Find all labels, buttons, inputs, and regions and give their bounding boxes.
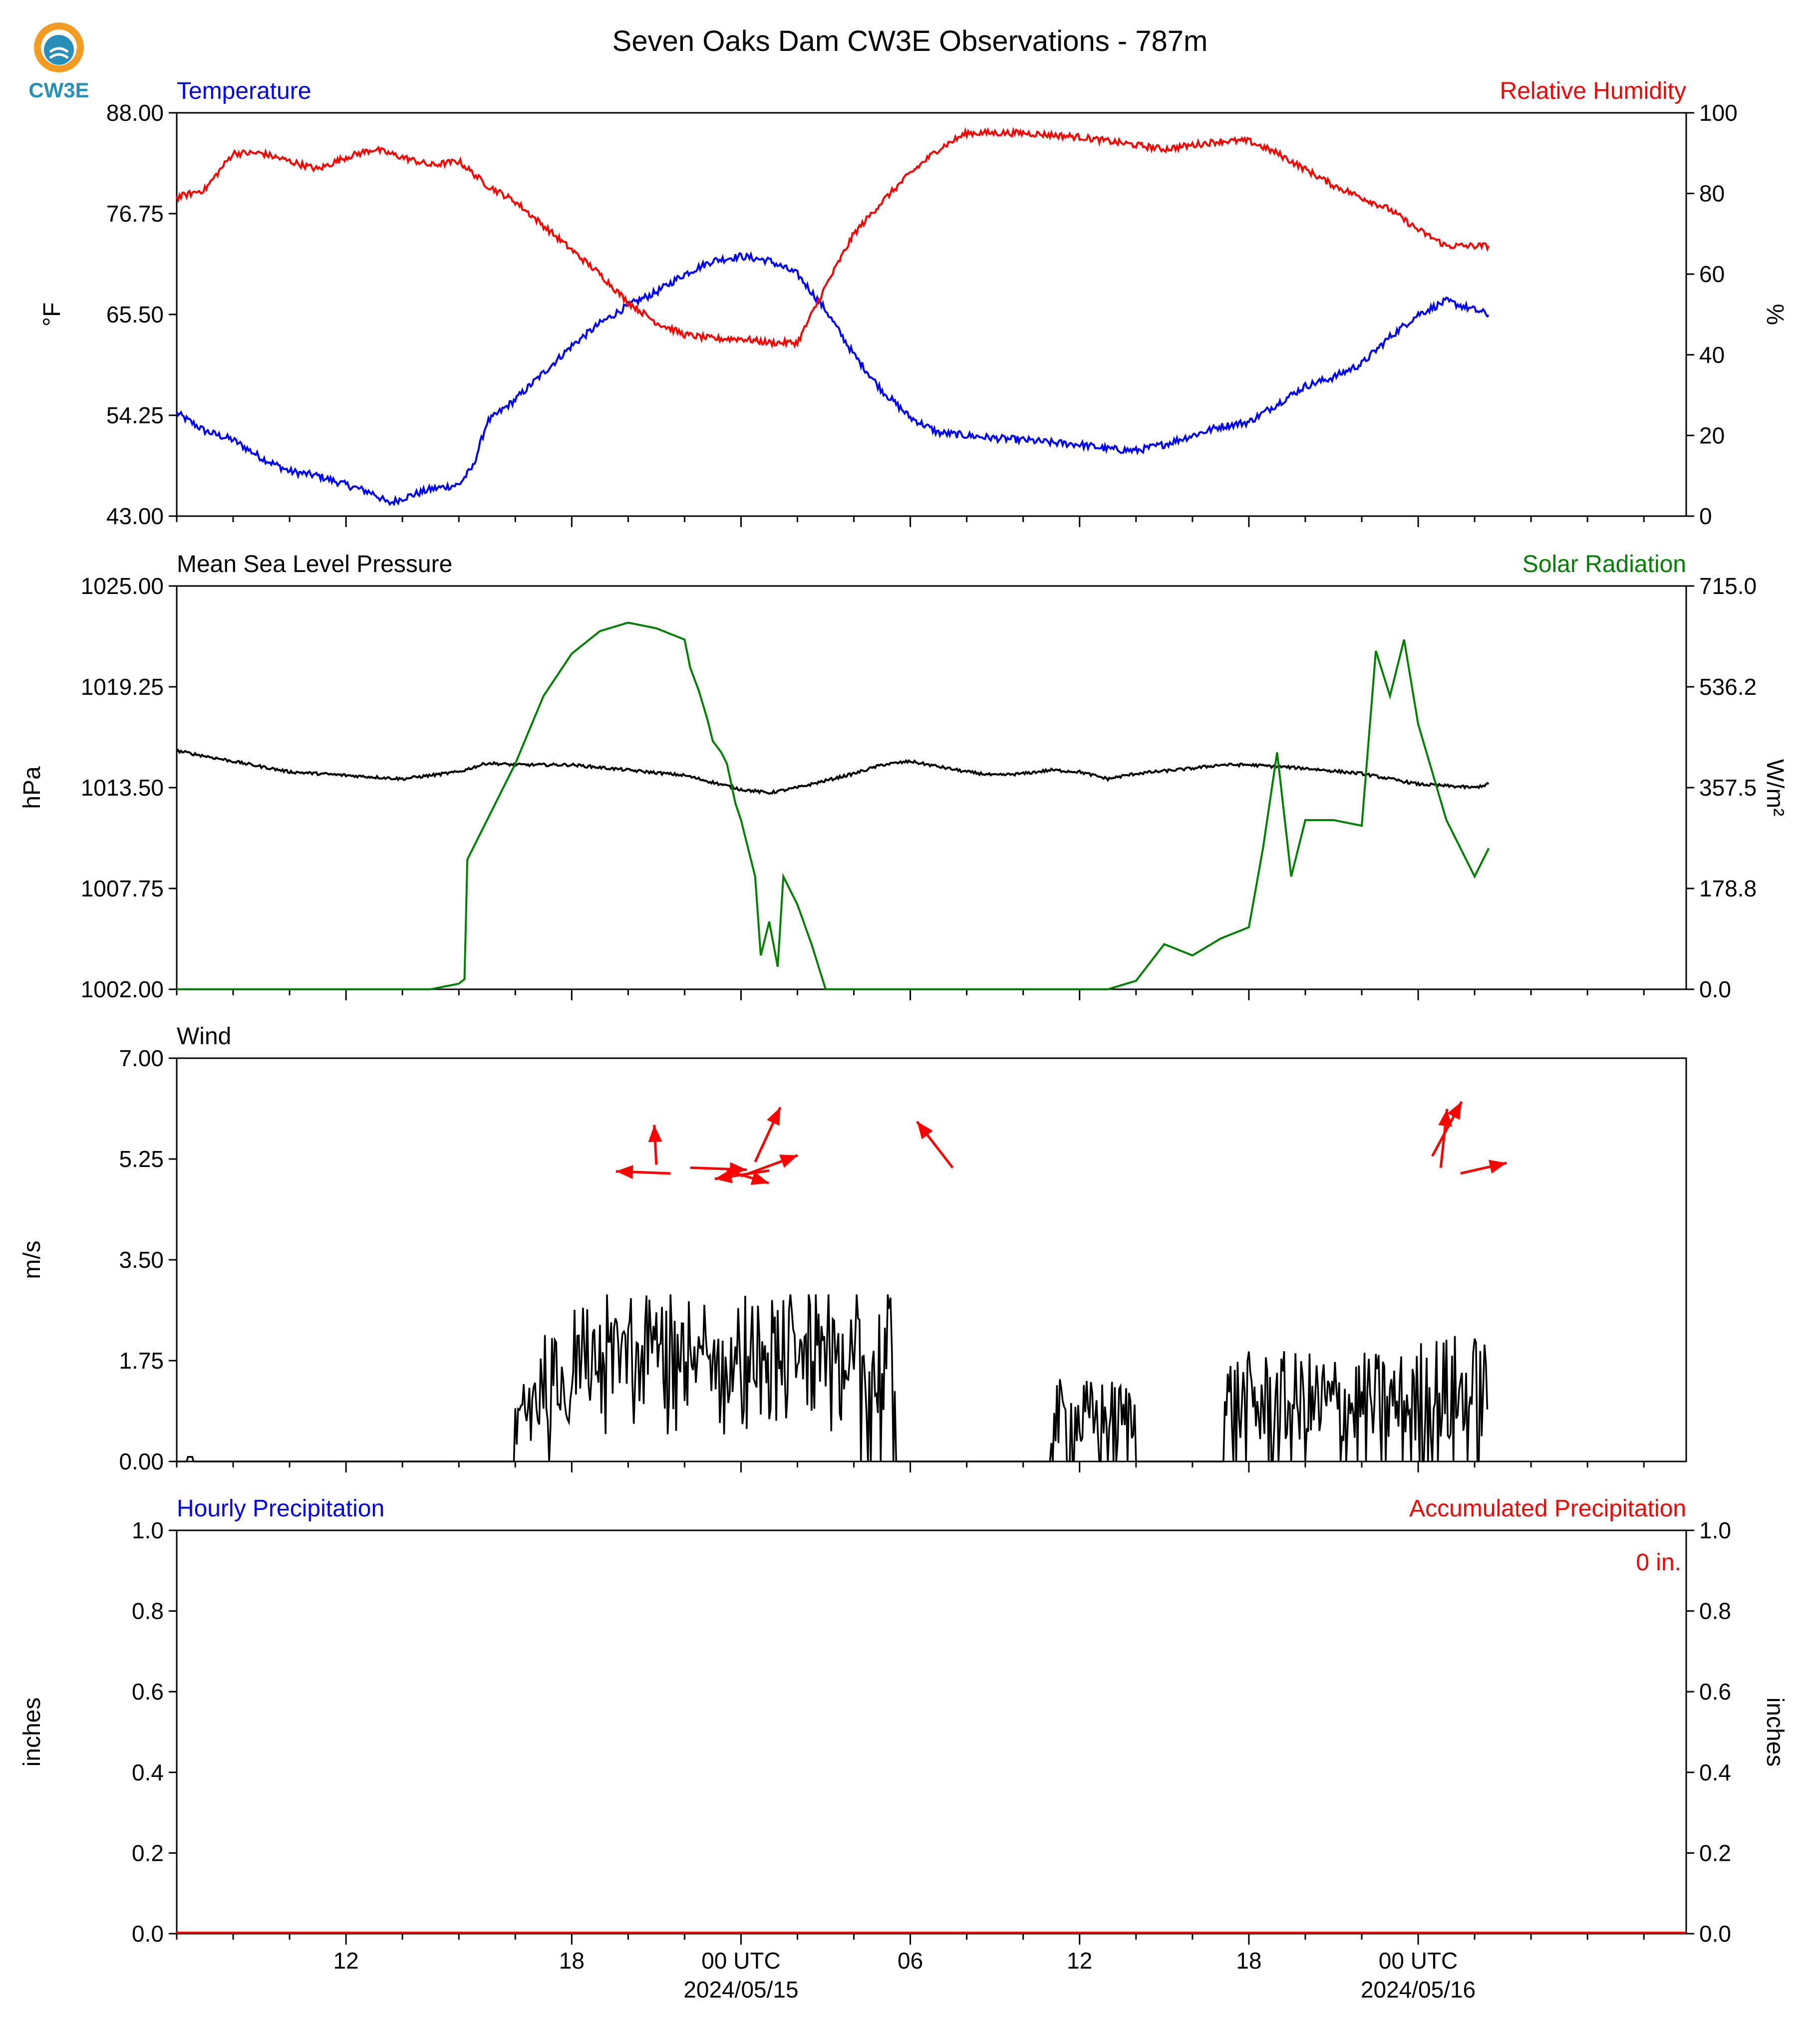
accumulated-precip-label: 0 in. [1636,1549,1681,1576]
wind-arrow-head [648,1125,662,1143]
y-tick-label-left: 1002.00 [81,976,164,1002]
y-axis-label-left: hPa [19,766,45,809]
y-tick-label-right: 60 [1699,261,1725,287]
y-axis-label-left: inches [19,1698,45,1767]
x-tick-date-label: 2024/05/16 [1361,1977,1476,2003]
wind-arrow-head [714,1169,733,1183]
logo-text: CW3E [28,78,89,102]
x-tick-label: 12 [1067,1948,1092,1974]
y-tick-label-left: 3.50 [119,1247,164,1273]
panel-right-title: Relative Humidity [1500,78,1686,104]
y-tick-label-left: 1.75 [119,1348,164,1374]
y-tick-label-left: 1025.00 [81,573,164,599]
x-tick-label: 18 [559,1948,585,1974]
y-tick-label-right: 357.5 [1699,775,1757,801]
wind-arrow-head [1488,1159,1507,1174]
y-tick-label-left: 5.25 [119,1146,164,1172]
y-tick-label-left: 0.6 [132,1679,164,1705]
plot-frame [176,1529,1687,1935]
wind-arrow [648,1125,662,1165]
series-line-pressure [176,748,1490,795]
wind-arrow-head [916,1121,933,1140]
wind-arrow-head [1438,1109,1453,1127]
series-line-solar [177,621,1490,990]
y-tick-label-left: 1.0 [132,1517,164,1543]
panel-right-title: Solar Radiation [1522,551,1686,578]
x-tick-label: 06 [898,1948,923,1974]
y-tick-label-right: 100 [1699,100,1738,126]
y-tick-label-left: 1007.75 [81,875,164,901]
y-tick-label-right: 0.2 [1699,1840,1731,1866]
y-axis-label-left: m/s [19,1240,45,1279]
x-tick-label: 00 UTC [1379,1948,1458,1974]
wind-arrow-head [615,1164,633,1179]
panel-right-title: Accumulated Precipitation [1409,1495,1686,1522]
y-tick-label-left: 0.2 [132,1840,164,1866]
wind-speed-line [177,1294,1489,1462]
y-tick-label-left: 7.00 [119,1045,164,1071]
x-tick-date-label: 2024/05/15 [683,1977,798,2003]
logo-drop-icon [44,35,74,65]
x-tick-label: 12 [333,1948,359,1974]
panel-left-title: Hourly Precipitation [177,1495,384,1522]
y-tick-label-left: 88.00 [106,100,164,126]
wind-arrow [740,1154,798,1177]
y-tick-label-left: 0.4 [132,1759,164,1785]
y-tick-label-left: 0.8 [132,1598,164,1624]
y-tick-label-right: 80 [1699,181,1725,207]
panel-3: Hourly Precipitation Accumulated Precipit… [19,1495,1788,2003]
y-tick-label-right: 0 [1699,503,1712,529]
y-tick-label-right: 715.0 [1699,573,1757,599]
wind-arrow [1431,1101,1463,1157]
wind-arrow [615,1164,671,1179]
wind-arrow [916,1121,954,1168]
y-axis-label-right: W/m² [1762,759,1788,817]
wind-arrow [1460,1159,1507,1175]
y-tick-label-right: 536.2 [1699,674,1757,700]
y-tick-label-left: 43.00 [106,503,164,529]
y-tick-label-right: 0.0 [1699,976,1731,1002]
wind-arrow-head [1447,1102,1462,1120]
cw3e-logo: CW3E [28,22,89,102]
y-tick-label-right: 178.8 [1699,875,1757,901]
y-axis-label-right: % [1762,304,1788,325]
y-tick-label-left: 1019.25 [81,674,164,700]
y-tick-label-left: 65.50 [106,301,164,327]
y-tick-label-right: 0.8 [1699,1598,1731,1624]
wind-arrow [726,1169,769,1185]
y-tick-label-right: 0.4 [1699,1759,1731,1785]
panel-left-title: Mean Sea Level Pressure [177,551,452,578]
panel-1: Mean Sea Level Pressure Solar Radiation 10… [19,551,1788,1002]
wind-arrow-head [779,1155,798,1168]
plot-frame [176,112,1687,517]
y-tick-label-right: 0.6 [1699,1679,1731,1705]
y-tick-label-left: 54.25 [106,402,164,428]
x-tick-label: 00 UTC [701,1948,780,1974]
series-line-temp [176,251,1490,507]
wind-arrow-head [767,1107,781,1126]
wind-arrow [754,1107,782,1162]
y-tick-label-right: 0.0 [1699,1921,1731,1947]
panel-0: Temperature Relative Humidity 43.00 54.25 65… [39,78,1788,529]
wind-arrow-head [750,1171,769,1185]
y-tick-label-left: 0.00 [119,1449,164,1474]
wind-arrow [1438,1109,1453,1168]
y-axis-label-right: inches [1762,1698,1788,1767]
chart-title: Seven Oaks Dam CW3E Observations - 787m [612,25,1208,57]
panel-left-title: Wind [177,1023,231,1050]
y-tick-label-left: 76.75 [106,201,164,227]
y-tick-label-left: 1013.50 [81,775,164,801]
panel-left-title: Temperature [177,78,311,104]
y-tick-label-left: 0.0 [132,1921,164,1947]
y-tick-label-right: 20 [1699,422,1725,448]
series-line-rh [176,126,1490,349]
y-tick-label-right: 1.0 [1699,1517,1731,1543]
y-tick-label-right: 40 [1699,342,1725,368]
x-tick-label: 18 [1236,1948,1261,1974]
y-axis-label-left: °F [39,302,65,327]
panel-2: Wind 0.00 1.75 3.50 5.25 7.00 m/s [19,1023,1687,1474]
